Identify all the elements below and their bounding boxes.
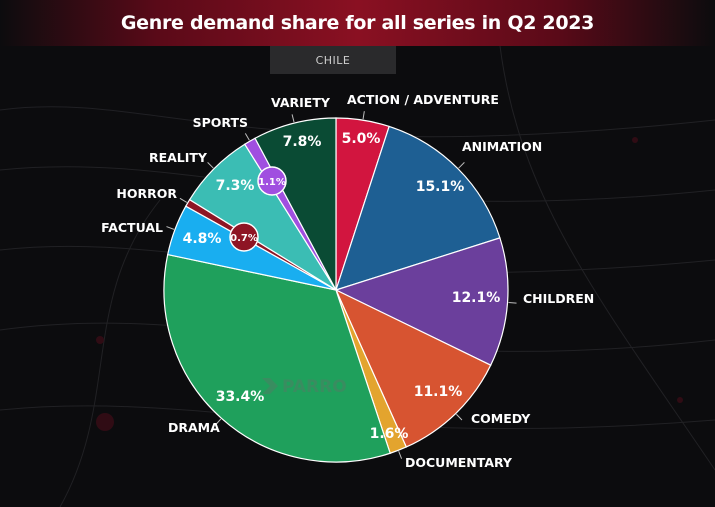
- leader-line-variety: [291, 114, 295, 123]
- country-filter-tab[interactable]: CHILE: [270, 46, 396, 74]
- category-label-horror: HORROR: [116, 186, 177, 201]
- category-label-variety: VARIETY: [271, 95, 331, 110]
- value-label-documentary: 1.6%: [370, 426, 409, 442]
- category-label-reality: REALITY: [149, 150, 208, 165]
- leader-line-comedy: [456, 413, 463, 421]
- watermark-logo: PARRO: [262, 377, 347, 397]
- leader-line-sports: [244, 133, 250, 141]
- category-label-documentary: DOCUMENTARY: [405, 455, 513, 470]
- leader-line-documentary: [398, 451, 403, 459]
- value-label-drama: 33.4%: [216, 389, 265, 405]
- value-label-action-adventure: 5.0%: [342, 131, 381, 147]
- pie-labels: ACTION / ADVENTURE 5.0% ANIMATION 15.1% CHIL…: [101, 92, 594, 470]
- pie-slice-animation: [335, 125, 501, 291]
- pie-slice-variety: [254, 117, 337, 291]
- value-bubble-sports: [257, 166, 287, 196]
- chart-title: Genre demand share for all series in Q2 …: [120, 12, 595, 34]
- category-label-animation: ANIMATION: [462, 139, 542, 154]
- leader-line-drama: [215, 418, 222, 426]
- value-label-children: 12.1%: [452, 290, 501, 306]
- pie-slice-comedy: [334, 288, 492, 448]
- category-label-action-adventure: ACTION / ADVENTURE: [347, 92, 499, 107]
- leader-line-factual: [166, 226, 175, 230]
- leader-line-children: [508, 301, 517, 304]
- value-label-comedy: 11.1%: [414, 384, 463, 400]
- value-label-reality: 7.3%: [216, 178, 255, 194]
- category-label-comedy: COMEDY: [471, 411, 531, 426]
- category-label-children: CHILDREN: [523, 291, 594, 306]
- category-label-drama: DRAMA: [168, 420, 220, 435]
- category-label-factual: FACTUAL: [101, 220, 163, 235]
- pie-slice-drama: [163, 253, 391, 463]
- svg-text:PARRO: PARRO: [282, 377, 347, 397]
- value-label-animation: 15.1%: [416, 179, 465, 195]
- leader-line-reality: [207, 162, 214, 169]
- title-bar: Genre demand share for all series in Q2 …: [0, 0, 715, 46]
- leader-line-action-adventure: [362, 111, 365, 120]
- pie-slice-children: [334, 237, 509, 366]
- category-label-sports: SPORTS: [193, 115, 248, 130]
- pie-slices: [163, 117, 509, 463]
- value-bubble-horror: [229, 222, 259, 252]
- value-label-factual: 4.8%: [183, 231, 222, 247]
- value-label-variety: 7.8%: [283, 134, 322, 150]
- value-label-horror: 0.7%: [230, 233, 258, 244]
- leader-line-animation: [458, 162, 465, 169]
- leader-line-horror: [179, 197, 188, 203]
- value-label-sports: 1.1%: [258, 177, 286, 188]
